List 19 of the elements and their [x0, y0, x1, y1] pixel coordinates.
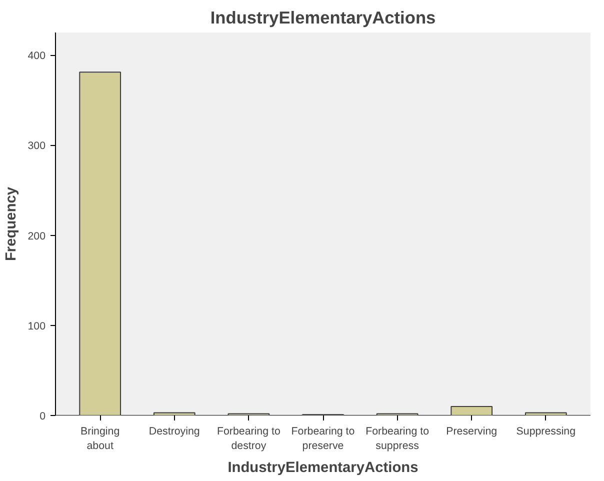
x-tick-label: Destroying: [148, 426, 200, 438]
x-tick-label: Forbearing to suppress: [366, 426, 430, 452]
y-tick-label: 200: [28, 230, 46, 242]
x-tick-label: Preserving: [446, 426, 498, 438]
x-tick-label: Suppressing: [516, 426, 576, 438]
bar: [524, 412, 567, 416]
y-tick-label: 0: [40, 410, 46, 422]
x-tick-label: Bringing about: [80, 426, 120, 452]
y-axis-title: Frequency: [4, 186, 20, 262]
bar: [153, 412, 196, 416]
bar: [450, 406, 493, 416]
y-tick-label: 100: [28, 320, 46, 332]
x-tick-label: Forbearing to preserve: [291, 426, 355, 452]
x-tick-label: Forbearing to destroy: [217, 426, 280, 452]
chart-title: IndustryElementaryActions: [210, 8, 436, 28]
y-tick-label: 400: [28, 50, 46, 62]
y-tick-label: 300: [28, 140, 46, 152]
x-axis-title: IndustryElementaryActions: [228, 460, 418, 476]
bar: [79, 72, 122, 416]
